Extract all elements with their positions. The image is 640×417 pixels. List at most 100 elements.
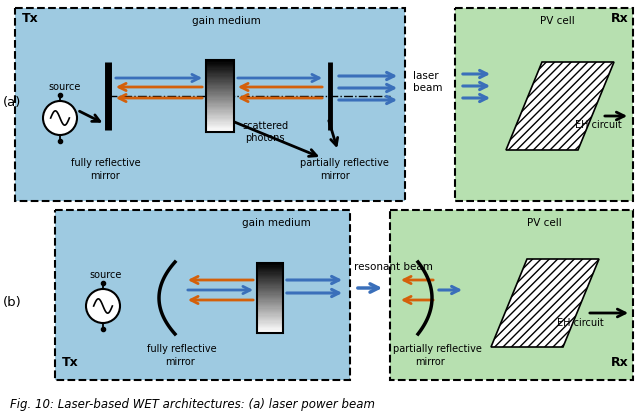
Bar — [257, 329, 283, 331]
Bar — [206, 108, 234, 110]
Bar — [257, 268, 283, 269]
Bar — [206, 112, 234, 113]
Bar — [257, 279, 283, 281]
Bar — [206, 63, 234, 64]
Bar — [257, 287, 283, 289]
Bar — [257, 286, 283, 288]
Bar — [257, 274, 283, 275]
Bar — [257, 318, 283, 319]
Bar — [206, 66, 234, 68]
Text: PV cell: PV cell — [527, 218, 562, 228]
Bar — [206, 102, 234, 104]
Bar — [206, 119, 234, 121]
Bar — [206, 83, 234, 85]
Bar — [206, 114, 234, 116]
Text: (b): (b) — [3, 296, 22, 309]
Bar — [257, 307, 283, 309]
Bar — [390, 210, 633, 380]
Bar — [206, 91, 234, 93]
Polygon shape — [506, 62, 614, 150]
Bar — [257, 266, 283, 268]
Bar — [206, 118, 234, 119]
Bar — [206, 61, 234, 63]
Bar — [257, 281, 283, 282]
Bar — [206, 98, 234, 100]
Bar — [206, 86, 234, 88]
Bar — [257, 322, 283, 323]
Text: Rx: Rx — [611, 12, 628, 25]
Bar — [257, 313, 283, 315]
Bar — [206, 82, 234, 83]
Bar — [206, 128, 234, 130]
Bar — [257, 299, 283, 301]
Text: EH circuit: EH circuit — [575, 120, 621, 130]
Text: Rx: Rx — [611, 356, 628, 369]
Bar — [206, 88, 234, 89]
Bar — [206, 96, 234, 98]
Text: fully reflective: fully reflective — [147, 344, 216, 354]
Bar — [206, 89, 234, 90]
Bar — [206, 90, 234, 92]
Text: gain medium: gain medium — [242, 218, 311, 228]
Bar — [257, 285, 283, 287]
Bar — [206, 130, 234, 131]
Bar — [206, 72, 234, 74]
Bar — [257, 284, 283, 286]
Bar — [257, 269, 283, 271]
Bar — [55, 210, 350, 380]
Text: Tx: Tx — [22, 12, 39, 25]
Bar — [257, 263, 283, 333]
Bar — [257, 326, 283, 328]
Bar — [206, 97, 234, 99]
Bar — [257, 283, 283, 284]
Text: mirror: mirror — [90, 171, 120, 181]
Bar — [206, 84, 234, 86]
Bar — [257, 276, 283, 277]
Bar — [257, 265, 283, 267]
Bar — [257, 281, 283, 283]
Bar — [206, 131, 234, 133]
Bar — [206, 95, 234, 96]
Bar — [206, 116, 234, 118]
Text: partially reflective: partially reflective — [393, 344, 482, 354]
Bar — [206, 93, 234, 94]
Text: EH circuit: EH circuit — [557, 318, 604, 328]
Text: mirror: mirror — [415, 357, 445, 367]
Bar — [257, 293, 283, 295]
Bar — [206, 74, 234, 76]
Bar — [206, 123, 234, 124]
Bar — [206, 80, 234, 82]
Bar — [257, 331, 283, 332]
Bar — [206, 109, 234, 111]
Bar — [257, 296, 283, 297]
Bar — [206, 65, 234, 66]
Text: (a): (a) — [3, 96, 21, 109]
Text: PV cell: PV cell — [540, 16, 575, 26]
Text: mirror: mirror — [165, 357, 195, 367]
Bar — [257, 297, 283, 299]
Text: source: source — [48, 82, 81, 92]
Text: gain medium: gain medium — [192, 16, 260, 26]
Bar — [206, 115, 234, 117]
Text: partially reflective: partially reflective — [300, 158, 389, 168]
Bar — [206, 60, 234, 62]
Text: mirror: mirror — [320, 171, 349, 181]
Bar — [257, 291, 283, 293]
Text: source: source — [89, 270, 122, 280]
Bar — [257, 319, 283, 321]
Bar — [257, 301, 283, 303]
Text: Fig. 10: Laser-based WET architectures: (a) laser power beam: Fig. 10: Laser-based WET architectures: … — [10, 398, 375, 411]
Bar — [206, 73, 234, 75]
Bar — [206, 68, 234, 70]
Bar — [257, 325, 283, 327]
Bar — [257, 312, 283, 314]
Bar — [206, 70, 234, 71]
Bar — [257, 324, 283, 325]
Bar — [206, 125, 234, 126]
Bar — [206, 79, 234, 81]
Bar — [206, 107, 234, 108]
Bar — [257, 306, 283, 308]
Bar — [206, 75, 234, 77]
Bar — [257, 310, 283, 311]
Bar — [206, 100, 234, 101]
